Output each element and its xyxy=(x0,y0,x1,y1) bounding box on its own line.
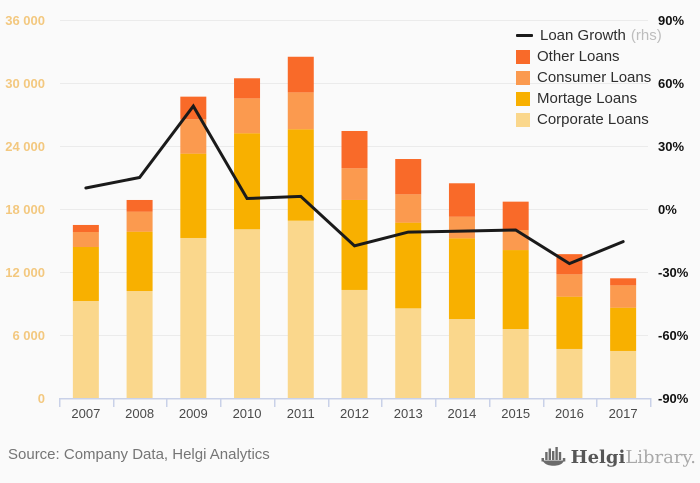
bar-2007-mortage-loans xyxy=(72,247,99,301)
legend-item-other-loans: Other Loans xyxy=(516,46,662,67)
legend-color-swatch-mortage-loans xyxy=(516,91,530,106)
legend-color-swatch-consumer-loans xyxy=(516,70,530,85)
legend-item-consumer-loans: Consumer Loans xyxy=(516,67,662,88)
x-axis-category-label: 2008 xyxy=(125,406,154,421)
bar-2014-corporate-loans xyxy=(448,319,475,398)
bar-2013-other-loans xyxy=(395,159,422,195)
legend-item-corporate-loans: Corporate Loans xyxy=(516,109,662,130)
bar-2007-corporate-loans xyxy=(72,300,99,398)
x-axis-category-label: 2011 xyxy=(287,406,315,421)
legend-label: Loan Growth xyxy=(540,27,626,44)
x-axis: 2007 2008 2009 2010 2011 2012 2013 2014 2015 2016… xyxy=(58,397,652,421)
bar-2011-mortage-loans xyxy=(287,129,314,221)
x-axis-category-label: 2012 xyxy=(340,406,369,421)
x-axis-category-label: 2007 xyxy=(71,406,100,421)
helgi-boat-bars-icon xyxy=(541,446,565,466)
logo-text-library: Library. xyxy=(625,446,696,468)
right-axis-tick-label: -60% xyxy=(658,328,689,343)
bar-2011-other-loans xyxy=(287,56,314,93)
bar-2009-mortage-loans xyxy=(180,153,207,238)
bar-2015-consumer-loans xyxy=(502,230,529,251)
bar-2012-other-loans xyxy=(341,130,368,169)
bar-2015-other-loans xyxy=(502,201,529,230)
legend-label: Consumer Loans xyxy=(537,69,652,86)
bar-2008-other-loans xyxy=(126,199,153,212)
bar-2012-consumer-loans xyxy=(341,168,368,200)
bar-series xyxy=(72,56,637,398)
right-axis-tick-label: -30% xyxy=(658,265,689,280)
bar-2014-mortage-loans xyxy=(448,238,475,320)
legend-item-loan-growth: Loan Growth (rhs) xyxy=(516,25,662,46)
source-note: Source: Company Data, Helgi Analytics xyxy=(8,446,270,463)
x-axis-category-label: 2016 xyxy=(555,406,584,421)
legend-label: Other Loans xyxy=(537,48,620,65)
bar-2009-corporate-loans xyxy=(180,237,207,398)
right-axis-tick-label: 30% xyxy=(658,139,684,154)
left-axis-tick-label: 30 000 xyxy=(5,76,45,91)
bar-2014-other-loans xyxy=(448,183,475,217)
bar-2010-other-loans xyxy=(234,78,261,99)
bar-2017-mortage-loans xyxy=(610,307,637,351)
legend-label: Mortage Loans xyxy=(537,90,638,107)
logo-text-helgi: Helgi xyxy=(570,446,626,468)
left-axis-tick-label: 6 000 xyxy=(12,328,45,343)
right-axis-tick-label: 90% xyxy=(658,13,684,28)
bar-2010-corporate-loans xyxy=(234,229,261,398)
loan-growth-line xyxy=(84,103,625,266)
left-axis-tick-label: 12 000 xyxy=(5,265,45,280)
bar-2017-consumer-loans xyxy=(610,285,637,308)
helgi-library-logo: Helgi Library. xyxy=(541,443,696,471)
left-axis-tick-label: 24 000 xyxy=(5,139,45,154)
bar-2016-consumer-loans xyxy=(556,274,583,297)
x-axis-category-label: 2010 xyxy=(233,406,262,421)
x-axis-category-label: 2017 xyxy=(609,406,638,421)
bar-2017-other-loans xyxy=(610,278,637,286)
bar-2015-mortage-loans xyxy=(502,250,529,330)
left-axis-tick-label: 36 000 xyxy=(5,13,45,28)
legend-label-suffix: (rhs) xyxy=(630,27,662,44)
bar-2007-consumer-loans xyxy=(72,231,99,248)
legend-color-swatch-corporate-loans xyxy=(516,112,530,127)
chart-legend: Loan Growth (rhs) Other Loans Consumer Loan… xyxy=(516,25,662,130)
axis-labels: 0 -90% 6 000 -60% 12 000 -30% 18 000 0% 24 000 30… xyxy=(5,13,689,406)
right-axis-tick-label: 0% xyxy=(658,202,677,217)
x-axis-category-label: 2015 xyxy=(501,406,530,421)
bar-2008-mortage-loans xyxy=(126,231,153,292)
x-axis-category-label: 2013 xyxy=(394,406,423,421)
bar-2017-corporate-loans xyxy=(610,350,637,398)
right-axis-tick-label: -90% xyxy=(658,391,689,406)
bar-2010-consumer-loans xyxy=(234,98,261,134)
right-axis-tick-label: 60% xyxy=(658,76,684,91)
x-axis-category-label: 2009 xyxy=(179,406,208,421)
x-axis-category-label: 2014 xyxy=(447,406,476,421)
bar-2014-consumer-loans xyxy=(448,216,475,239)
loans-stacked-bar-chart: 0 -90% 6 000 -60% 12 000 -30% 18 000 0% 24 000 30… xyxy=(5,13,689,421)
bar-2008-consumer-loans xyxy=(126,211,153,232)
left-axis-tick-label: 18 000 xyxy=(5,202,45,217)
legend-line-swatch-loan-growth xyxy=(516,34,533,37)
legend-item-mortage-loans: Mortage Loans xyxy=(516,88,662,109)
bar-2013-mortage-loans xyxy=(395,222,422,309)
bar-2011-corporate-loans xyxy=(287,220,314,398)
bar-2011-consumer-loans xyxy=(287,92,314,130)
bar-2013-consumer-loans xyxy=(395,194,422,223)
bar-2013-corporate-loans xyxy=(395,308,422,398)
left-axis-tick-label: 0 xyxy=(38,391,45,406)
bar-2009-consumer-loans xyxy=(180,119,207,154)
bar-2016-mortage-loans xyxy=(556,296,583,349)
bar-2007-other-loans xyxy=(72,224,99,232)
bar-2015-corporate-loans xyxy=(502,329,529,398)
legend-color-swatch-other-loans xyxy=(516,49,530,64)
bar-2012-corporate-loans xyxy=(341,289,368,398)
bar-2016-corporate-loans xyxy=(556,348,583,398)
legend-label: Corporate Loans xyxy=(537,111,649,128)
bar-2008-corporate-loans xyxy=(126,291,153,398)
